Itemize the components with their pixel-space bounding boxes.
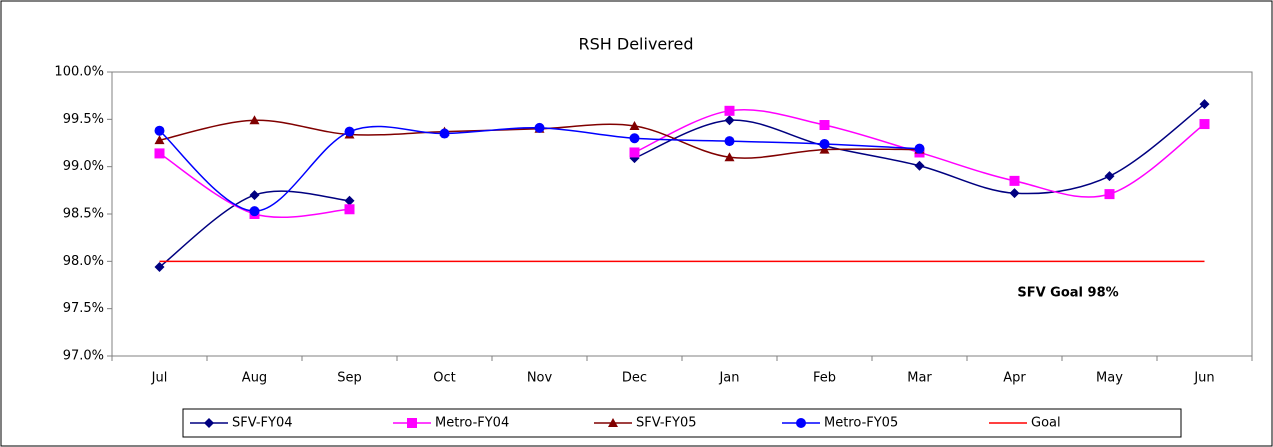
legend-label: SFV-FY05 <box>636 416 697 431</box>
legend-label: SFV-FY04 <box>232 416 293 431</box>
legend-marker <box>608 418 618 427</box>
point <box>154 262 165 273</box>
point <box>724 115 735 126</box>
point <box>724 136 735 147</box>
point <box>534 122 545 133</box>
x-tick-label: Dec <box>622 371 647 386</box>
point <box>249 206 260 217</box>
x-tick-label: Aug <box>242 371 267 386</box>
legend-label: Goal <box>1031 416 1061 431</box>
point <box>344 195 355 206</box>
chart-title: RSH Delivered <box>579 35 694 54</box>
y-tick-label: 98.0% <box>63 254 104 269</box>
point <box>629 120 640 130</box>
point <box>629 133 640 144</box>
point <box>154 148 165 159</box>
point <box>819 120 830 131</box>
legend-label: Metro-FY04 <box>435 416 509 431</box>
annotation: SFV Goal 98% <box>1017 286 1118 301</box>
y-tick-label: 97.0% <box>63 349 104 364</box>
legend-marker <box>407 418 417 428</box>
x-tick-label: Sep <box>337 371 362 386</box>
x-tick-label: Nov <box>527 371 553 386</box>
x-tick-label: Apr <box>1003 371 1026 386</box>
x-tick-label: Jan <box>718 371 739 386</box>
point <box>1009 175 1020 186</box>
series-line <box>159 125 920 212</box>
point <box>154 125 165 136</box>
point <box>344 126 355 137</box>
point <box>724 152 735 162</box>
y-tick-label: 100.0% <box>54 65 104 80</box>
x-tick-label: Jul <box>151 371 168 386</box>
legend-marker <box>796 418 806 428</box>
y-tick-label: 97.5% <box>63 301 104 316</box>
point <box>819 138 830 149</box>
point <box>914 160 925 171</box>
x-tick-label: Oct <box>433 371 455 386</box>
legend-marker <box>204 418 214 428</box>
point <box>249 190 260 201</box>
point <box>344 204 355 215</box>
point <box>1104 171 1115 182</box>
y-tick-label: 99.0% <box>63 159 104 174</box>
point <box>154 135 165 145</box>
y-tick-label: 99.5% <box>63 112 104 127</box>
point <box>629 147 640 158</box>
x-tick-label: Jun <box>1193 371 1214 386</box>
x-tick-label: Mar <box>907 371 932 386</box>
point <box>249 115 260 125</box>
point <box>439 128 450 139</box>
point <box>1009 188 1020 199</box>
y-tick-label: 98.5% <box>63 207 104 222</box>
point <box>1199 99 1210 110</box>
point <box>1199 119 1210 130</box>
x-tick-label: May <box>1096 371 1123 386</box>
legend-label: Metro-FY05 <box>824 416 898 431</box>
point <box>1104 189 1115 200</box>
point <box>914 143 925 154</box>
point <box>819 144 830 154</box>
point <box>724 105 735 116</box>
x-tick-label: Feb <box>813 371 836 386</box>
